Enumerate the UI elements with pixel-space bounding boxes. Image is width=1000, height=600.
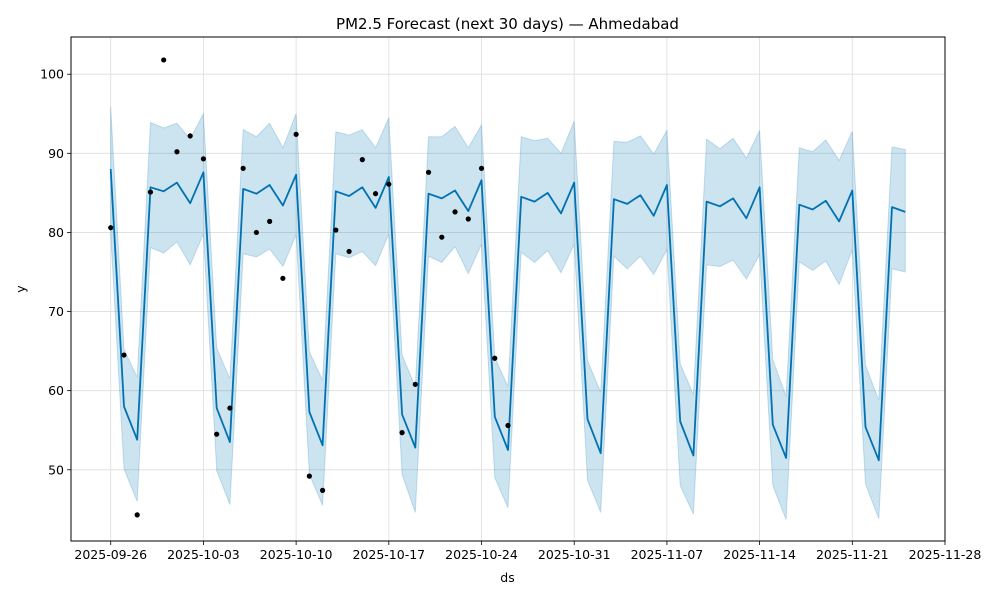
observed-point: [333, 227, 339, 233]
y-tick-label: 50: [48, 462, 64, 477]
observed-point: [187, 133, 193, 139]
observed-point: [372, 191, 379, 197]
y-axis-ticks: 50 60 70 80 90 100: [40, 67, 71, 477]
plot-frame: [70, 36, 946, 542]
x-tick-label: 2025-11-14: [723, 547, 796, 562]
observed-point: [306, 473, 312, 479]
observed-point: [452, 209, 458, 215]
y-tick-label: 80: [48, 225, 64, 240]
observed-point: [121, 352, 127, 358]
observed-point: [174, 149, 180, 155]
x-tick-label: 2025-09-26: [74, 547, 147, 562]
y-tick-label: 100: [40, 67, 64, 82]
observed-point: [439, 234, 445, 240]
y-axis-label: y: [13, 285, 28, 293]
x-tick-label: 2025-10-24: [445, 547, 518, 562]
observed-point: [227, 405, 233, 411]
forecast-line-layer: [109, 169, 906, 462]
x-tick-label: 2025-10-03: [167, 547, 240, 562]
y-tick-label: 90: [48, 146, 64, 161]
observed-point: [214, 431, 220, 437]
observed-point: [108, 225, 114, 231]
observed-point: [465, 216, 471, 222]
observed-point: [492, 355, 498, 361]
x-tick-label: 2025-10-10: [260, 547, 333, 562]
observed-points: [108, 57, 511, 518]
observed-point: [161, 57, 167, 63]
observed-point: [399, 430, 405, 436]
observed-point: [320, 487, 326, 493]
x-tick-label: 2025-10-17: [352, 547, 425, 562]
observed-point: [346, 248, 352, 255]
observed-point: [240, 165, 246, 171]
observed-point: [478, 165, 485, 171]
observed-point: [425, 169, 432, 175]
observed-point: [134, 512, 140, 518]
observed-point: [505, 422, 511, 429]
x-axis-ticks: 2025-09-26 2025-10-03 2025-10-10 2025-10-17…: [74, 541, 981, 562]
observed-point: [147, 189, 154, 195]
observed-point: [359, 157, 365, 163]
observed-point: [280, 275, 286, 281]
x-tick-label: 2025-11-21: [816, 547, 889, 562]
observed-point: [293, 131, 299, 137]
x-tick-label: 2025-11-07: [631, 547, 704, 562]
observed-point: [200, 156, 207, 162]
chart-title: PM2.5 Forecast (next 30 days) — Ahmedaba…: [336, 15, 679, 33]
observed-point: [412, 381, 418, 387]
observed-point: [253, 229, 259, 236]
x-tick-label: 2025-11-28: [909, 547, 982, 562]
y-tick-label: 60: [48, 383, 64, 398]
observed-point: [267, 218, 273, 224]
grid-lines: [71, 37, 946, 541]
forecast-line: [109, 169, 906, 462]
observed-point: [386, 181, 392, 187]
x-tick-label: 2025-10-31: [538, 547, 611, 562]
y-tick-label: 70: [48, 304, 64, 319]
x-axis-label: ds: [500, 570, 514, 585]
